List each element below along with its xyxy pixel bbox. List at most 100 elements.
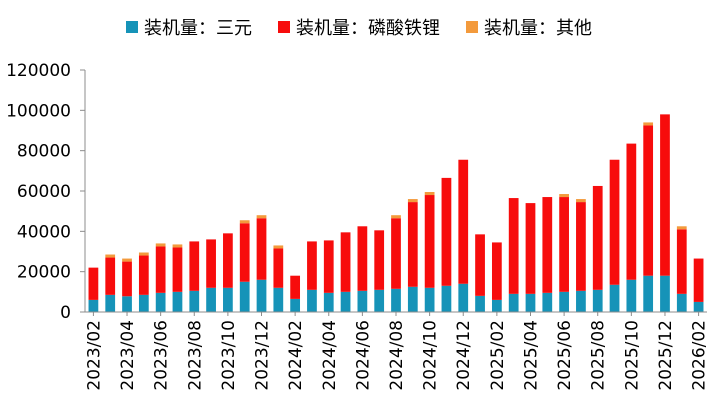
x-tick-label: 2024/08	[387, 320, 407, 391]
bar-segment-other	[172, 244, 183, 248]
bar-segment-ternary	[626, 279, 637, 312]
bar-segment-ternary	[508, 293, 519, 312]
bar-segment-ternary	[122, 296, 132, 312]
bar-segment-other	[138, 252, 149, 256]
y-tick-label: 40000	[17, 222, 71, 242]
bar-segment-lfp	[138, 255, 149, 295]
bar-segment-ternary	[256, 279, 267, 312]
chart-legend: 装机量：三元 装机量：磷酸铁锂 装机量：其他	[0, 14, 718, 40]
x-tick-label: 2025/06	[555, 320, 575, 391]
legend-label-other: 装机量：其他	[484, 18, 592, 39]
bar-segment-lfp	[256, 218, 267, 280]
x-tick-label: 2023/06	[152, 320, 172, 391]
bar-segment-ternary	[609, 284, 620, 312]
bar-segment-other	[576, 199, 586, 203]
bar-segment-lfp	[223, 233, 233, 288]
bar-segment-ternary	[189, 290, 200, 312]
x-tick-label: 2025/08	[589, 320, 609, 391]
bar-segment-lfp	[290, 275, 301, 299]
legend-swatch-ternary	[126, 21, 138, 33]
bar-segment-lfp	[491, 242, 502, 300]
x-tick-label: 2024/06	[353, 320, 373, 391]
bar-segment-lfp	[643, 125, 654, 276]
bar-segment-lfp	[206, 239, 216, 288]
bar-segment-ternary	[138, 294, 149, 312]
x-tick-label: 2025/10	[622, 320, 642, 391]
bar-segment-lfp	[323, 240, 334, 293]
bar-segment-other	[155, 243, 166, 247]
bar-segment-ternary	[676, 293, 687, 312]
bar-segment-lfp	[525, 203, 536, 294]
bar-segment-lfp	[458, 159, 469, 284]
y-tick-label: 100000	[6, 101, 71, 121]
bar-segment-ternary	[491, 299, 502, 312]
bar-segment-ternary	[592, 289, 603, 312]
x-tick-label: 2025/12	[656, 320, 676, 391]
bar-segment-lfp	[407, 202, 418, 287]
bar-segment-ternary	[542, 292, 553, 312]
legend-item-other: 装机量：其他	[466, 14, 592, 40]
bar-segment-lfp	[172, 247, 183, 292]
bar-segment-lfp	[508, 198, 519, 294]
bar-segment-ternary	[576, 290, 586, 312]
bar-segment-ternary	[357, 290, 368, 312]
legend-swatch-other	[466, 21, 478, 33]
bar-segment-ternary	[525, 293, 536, 312]
bar-segment-lfp	[542, 197, 553, 293]
bar-segment-lfp	[189, 241, 200, 291]
bar-segment-ternary	[223, 287, 233, 312]
bar-segment-lfp	[576, 202, 586, 291]
x-tick-label: 2023/12	[253, 320, 273, 391]
bar-segment-ternary	[643, 275, 654, 312]
bar-segment-ternary	[391, 288, 401, 312]
y-tick-label: 0	[60, 303, 71, 323]
bar-segment-lfp	[105, 257, 116, 295]
bar-segment-ternary	[660, 275, 670, 312]
bar-segment-lfp	[357, 226, 368, 291]
bar-segment-other	[643, 122, 654, 126]
x-tick-label: 2024/04	[320, 320, 340, 391]
bar-segment-ternary	[273, 287, 284, 312]
legend-swatch-lfp	[278, 21, 290, 33]
bar-segment-lfp	[424, 195, 435, 288]
bar-segment-other	[105, 254, 116, 258]
bar-segment-ternary	[458, 283, 469, 312]
bar-segment-lfp	[155, 246, 166, 293]
x-tick-label: 2026/02	[690, 320, 710, 391]
x-tick-label: 2023/04	[118, 320, 138, 391]
x-tick-label: 2025/02	[488, 320, 508, 391]
bar-segment-lfp	[88, 267, 99, 300]
bar-segment-ternary	[323, 292, 334, 312]
bar-segment-other	[391, 215, 401, 219]
x-tick-label: 2023/10	[219, 320, 239, 391]
bar-segment-lfp	[307, 241, 317, 290]
bar-segment-other	[676, 226, 687, 230]
bar-segment-ternary	[155, 292, 166, 312]
bar-segment-lfp	[391, 218, 401, 289]
bar-segment-lfp	[340, 232, 351, 292]
bar-segment-lfp	[475, 234, 485, 296]
bar-segment-lfp	[609, 159, 620, 285]
bar-segment-ternary	[693, 301, 704, 312]
bar-segment-other	[256, 215, 267, 219]
bar-segment-other	[559, 194, 569, 198]
y-tick-label: 60000	[17, 182, 71, 202]
x-tick-label: 2024/10	[421, 320, 441, 391]
bar-segment-lfp	[626, 143, 637, 280]
bar-segment-ternary	[307, 289, 317, 312]
bar-segment-lfp	[592, 185, 603, 290]
legend-item-lfp: 装机量：磷酸铁锂	[278, 14, 440, 40]
x-tick-label: 2024/02	[286, 320, 306, 391]
bar-segment-lfp	[660, 114, 670, 276]
bar-segment-other	[122, 258, 132, 262]
bar-segment-ternary	[105, 294, 116, 312]
bar-segment-lfp	[441, 177, 452, 286]
bar-segment-ternary	[441, 285, 452, 312]
x-tick-label: 2024/12	[454, 320, 474, 391]
bar-segment-other	[239, 220, 250, 224]
y-tick-label: 80000	[17, 142, 71, 162]
x-tick-label: 2023/08	[185, 320, 205, 391]
bar-segment-other	[424, 192, 435, 196]
bar-segment-other	[407, 199, 418, 203]
